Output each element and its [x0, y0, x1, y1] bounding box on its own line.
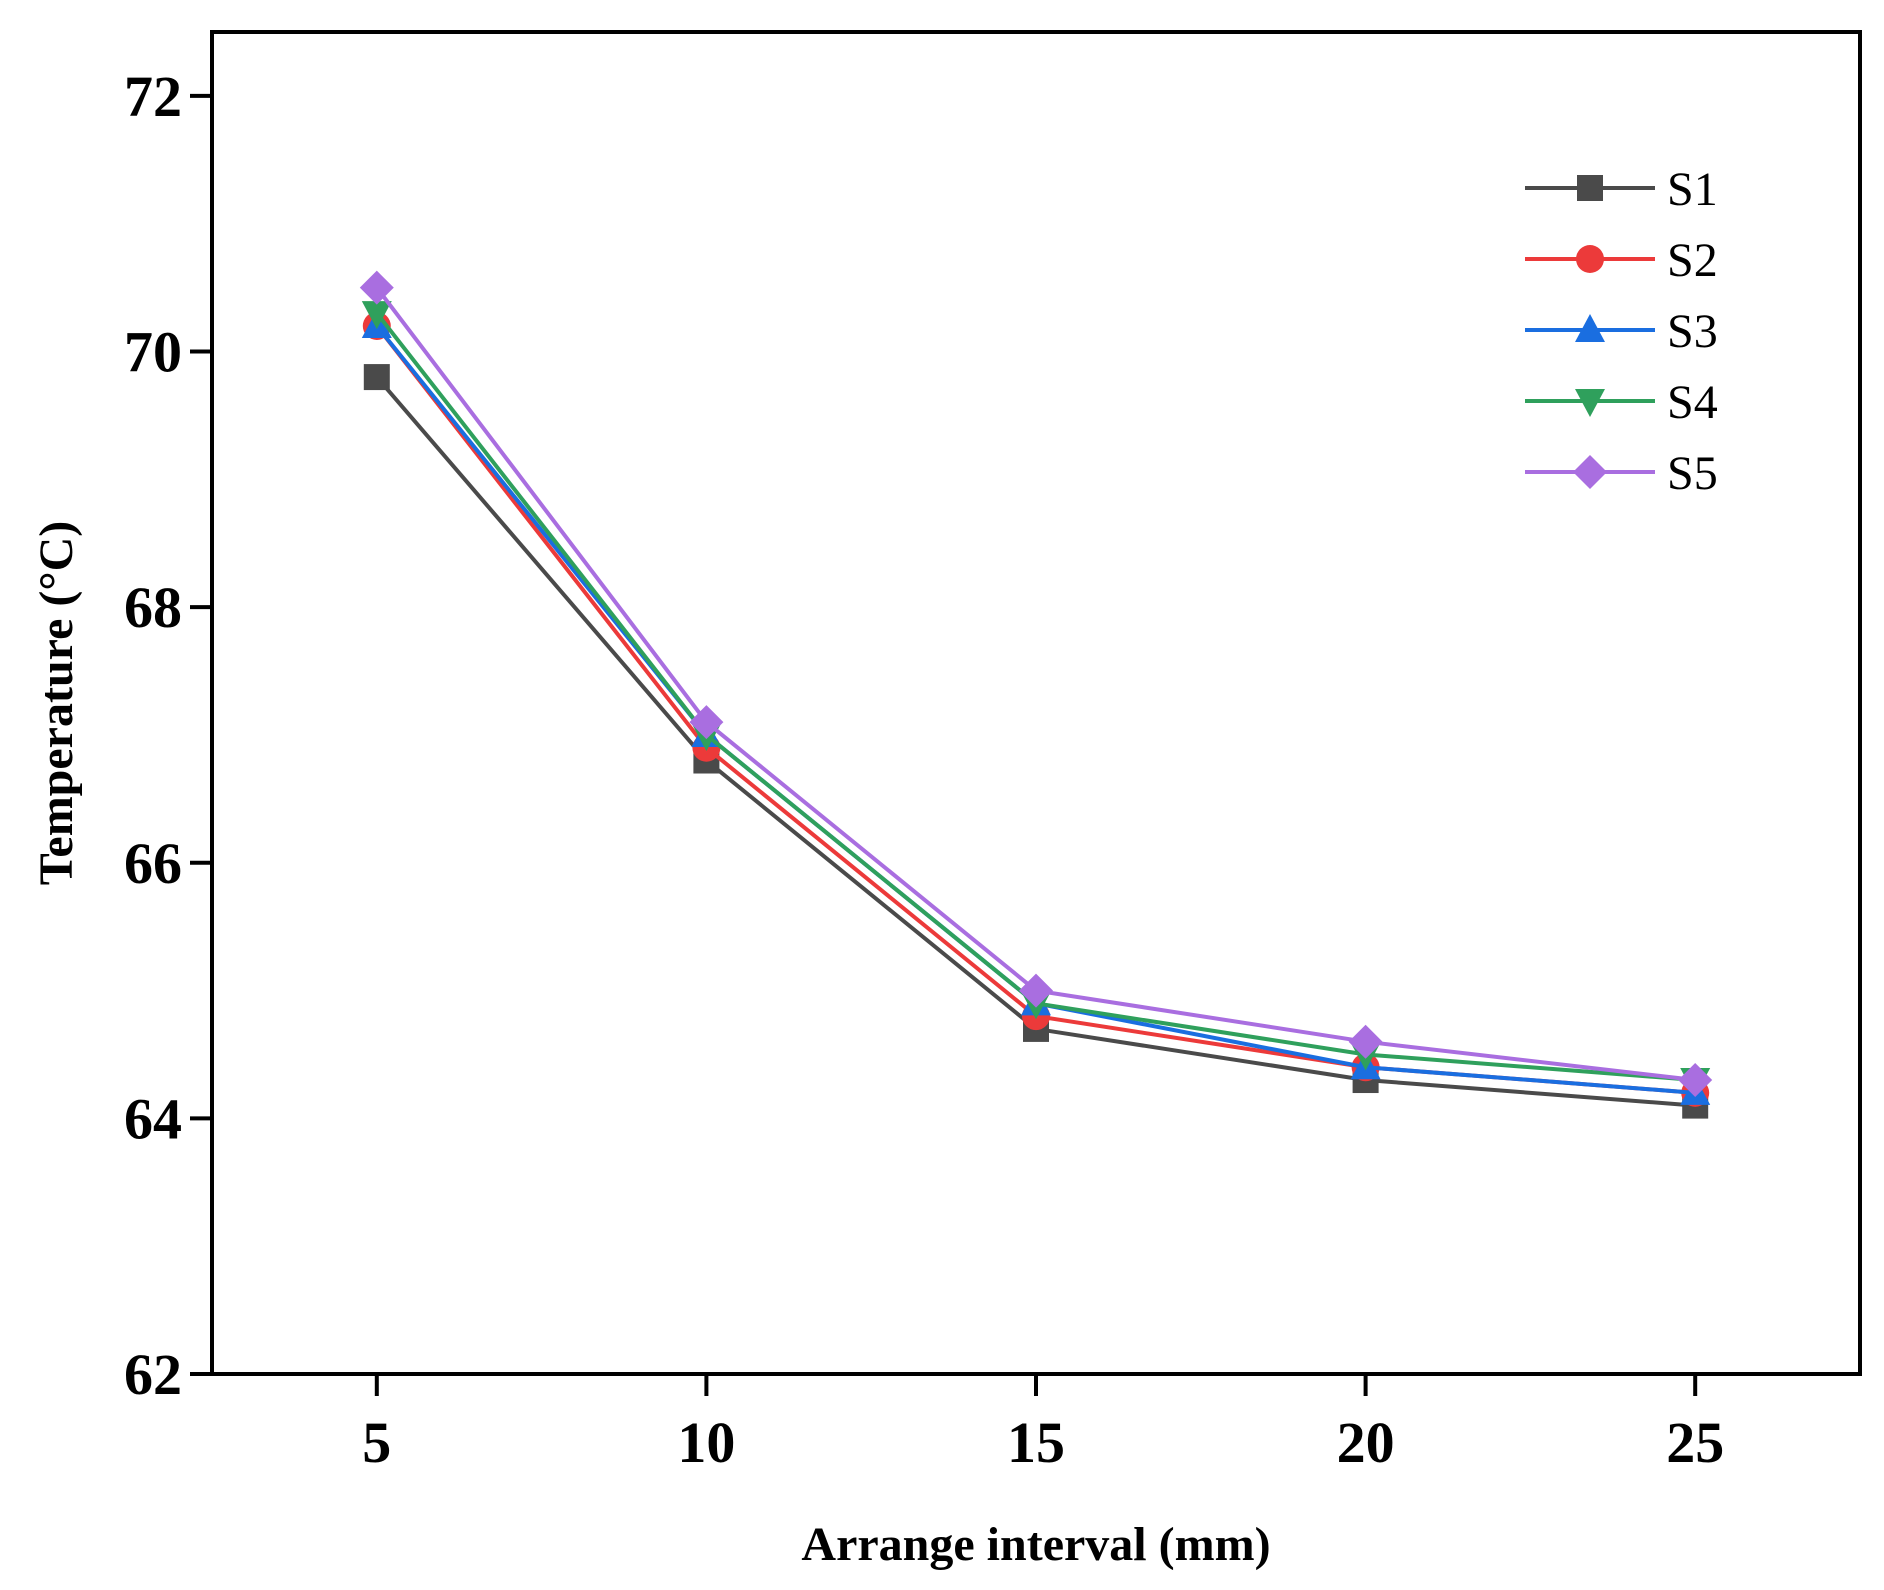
series-layer [359, 270, 1713, 1119]
y-tick-label: 64 [124, 1086, 182, 1151]
series-s5 [359, 270, 1713, 1098]
x-axis-ticks: 5 10 15 20 25 [362, 1374, 1724, 1475]
data-point-s5 [1678, 1063, 1713, 1098]
x-tick-label: 10 [677, 1410, 735, 1475]
legend-marker [1575, 389, 1605, 417]
x-tick-label: 15 [1007, 1410, 1065, 1475]
legend-label: S4 [1667, 376, 1718, 429]
data-point-s5 [689, 705, 724, 740]
legend-marker [1577, 175, 1603, 201]
data-point-s5 [359, 270, 394, 305]
y-axis-title: Temperature (°C) [30, 521, 83, 885]
legend-item-s4: S4 [1525, 376, 1718, 429]
legend-label: S2 [1667, 234, 1718, 287]
legend-item-s1: S1 [1525, 163, 1718, 216]
y-tick-label: 70 [124, 320, 182, 385]
y-tick-label: 68 [124, 575, 182, 640]
legend-item-s3: S3 [1525, 305, 1718, 358]
legend-label: S5 [1667, 447, 1718, 500]
legend-item-s5: S5 [1525, 447, 1718, 500]
series-line-s4 [375, 311, 1696, 1083]
data-point-s5 [1348, 1024, 1383, 1059]
x-tick-label: 25 [1666, 1410, 1724, 1475]
legend-marker [1576, 245, 1604, 273]
plot-frame [210, 30, 1862, 1376]
legend-label: S1 [1667, 163, 1718, 216]
data-point-s1 [363, 364, 390, 391]
legend-marker [1573, 455, 1607, 489]
data-point-s4 [361, 301, 392, 330]
legend: S1 S2 S3 S4 S5 [1525, 163, 1718, 500]
x-tick-label: 20 [1337, 1410, 1395, 1475]
y-tick-label: 62 [124, 1342, 182, 1407]
x-axis-title: Arrange interval (mm) [801, 1518, 1270, 1571]
series-line-s5 [375, 286, 1696, 1083]
data-point-s5 [1019, 973, 1053, 1008]
legend-label: S3 [1667, 305, 1718, 358]
y-axis-ticks: 62 64 66 68 70 72 [124, 64, 212, 1407]
legend-marker [1575, 314, 1605, 342]
legend-item-s2: S2 [1525, 234, 1718, 287]
y-tick-label: 72 [124, 64, 182, 129]
x-tick-label: 5 [362, 1410, 391, 1475]
y-tick-label: 66 [124, 831, 182, 896]
